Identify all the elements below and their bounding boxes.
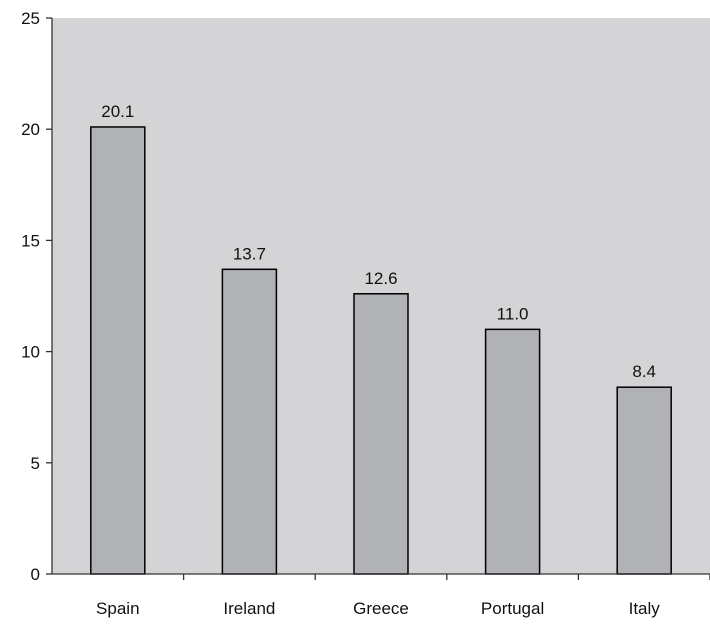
data-label: 13.7: [233, 244, 266, 263]
y-tick-label: 0: [31, 565, 40, 584]
x-category-label: Italy: [629, 599, 661, 618]
x-ticks-group: Spain Ireland Greece Portugal Italy: [96, 574, 710, 618]
y-tick-label: 25: [21, 9, 40, 28]
y-tick-label: 10: [21, 343, 40, 362]
y-tick-label: 20: [21, 120, 40, 139]
y-tick-label: 15: [21, 231, 40, 250]
y-ticks-group: 0 5 10 15 20 25: [21, 9, 52, 584]
bars-group: 20.1 13.7 12.6 11.0 8.4: [90, 102, 672, 575]
data-label: 12.6: [364, 269, 397, 288]
bar-italy: [616, 386, 672, 575]
bar-portugal: [484, 328, 541, 575]
y-tick-label: 5: [31, 454, 40, 473]
bar-greece: [353, 293, 409, 575]
x-category-label: Ireland: [223, 599, 275, 618]
data-label: 20.1: [101, 102, 134, 121]
bar-ireland: [221, 268, 278, 575]
data-label: 8.4: [632, 362, 656, 381]
x-category-label: Spain: [96, 599, 139, 618]
x-category-label: Greece: [353, 599, 409, 618]
data-label: 11.0: [497, 304, 529, 323]
x-category-label: Portugal: [481, 599, 544, 618]
bar-spain: [90, 126, 146, 575]
